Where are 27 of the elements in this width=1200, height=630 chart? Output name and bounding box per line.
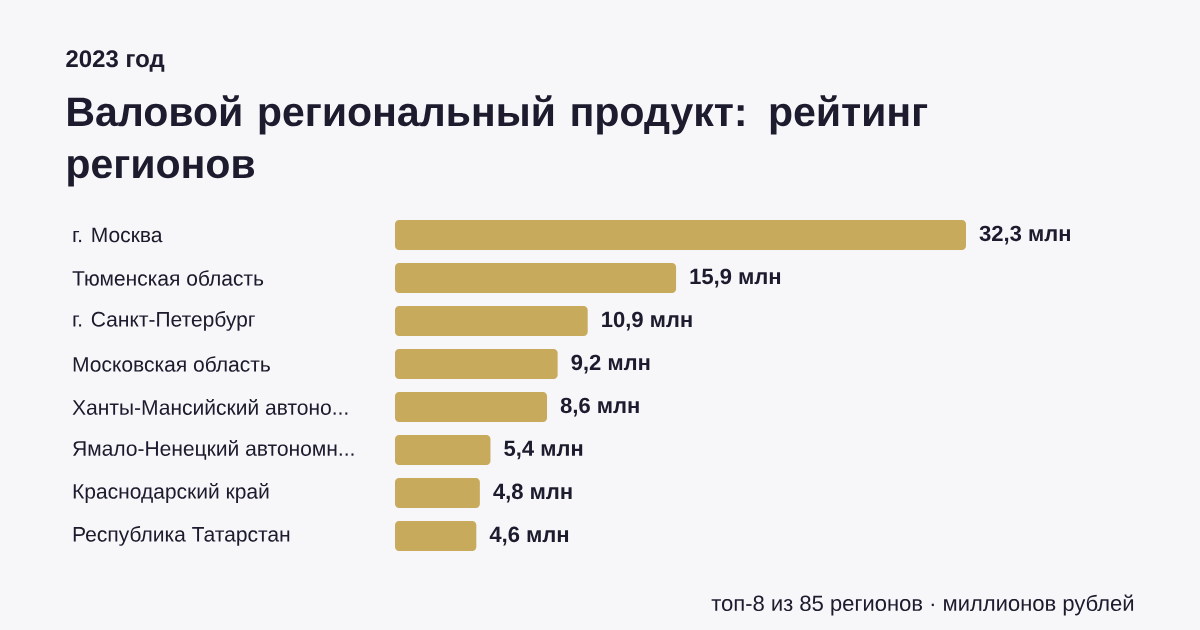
data-label: 32,3 млн bbox=[979, 225, 1070, 245]
bar bbox=[395, 477, 480, 508]
y-tick-label: Республика Татарстан bbox=[73, 526, 290, 546]
data-label: 15,9 млн bbox=[690, 268, 781, 288]
chart-title: Валовой региональный продукт: рейтинг регионов bbox=[68, 95, 928, 187]
data-label: 4,8 млн bbox=[493, 483, 572, 503]
data-label: 9,2 млн bbox=[571, 354, 650, 374]
y-tick-label: Краснодарский край bbox=[73, 483, 269, 503]
data-label: 5,4 млн bbox=[504, 440, 583, 460]
y-tick-label: г. Санкт-Петербург bbox=[73, 311, 255, 331]
y-tick-label: Московская область bbox=[73, 356, 270, 372]
text: 2023 год bbox=[66, 50, 165, 72]
data-label: 10,9 млн bbox=[602, 311, 692, 331]
bar bbox=[395, 262, 677, 293]
bar bbox=[395, 391, 548, 422]
bar bbox=[395, 219, 966, 250]
y-tick-label: г. Москва bbox=[73, 227, 163, 243]
y-tick-label: Ямало-Ненецкий автономн... bbox=[73, 440, 354, 460]
bar bbox=[395, 434, 491, 465]
text: топ-8 из 85 регионов · миллионов рублей bbox=[711, 594, 1134, 616]
bar bbox=[395, 520, 477, 551]
bar bbox=[395, 348, 558, 379]
y-tick-label: Тюменская область bbox=[72, 270, 264, 286]
y-tick-label: Ханты-Мансийский автоно... bbox=[72, 399, 348, 415]
data-label: 4,6 млн bbox=[489, 526, 569, 546]
bar bbox=[395, 305, 588, 336]
data-label: 8,6 млн bbox=[560, 397, 639, 417]
